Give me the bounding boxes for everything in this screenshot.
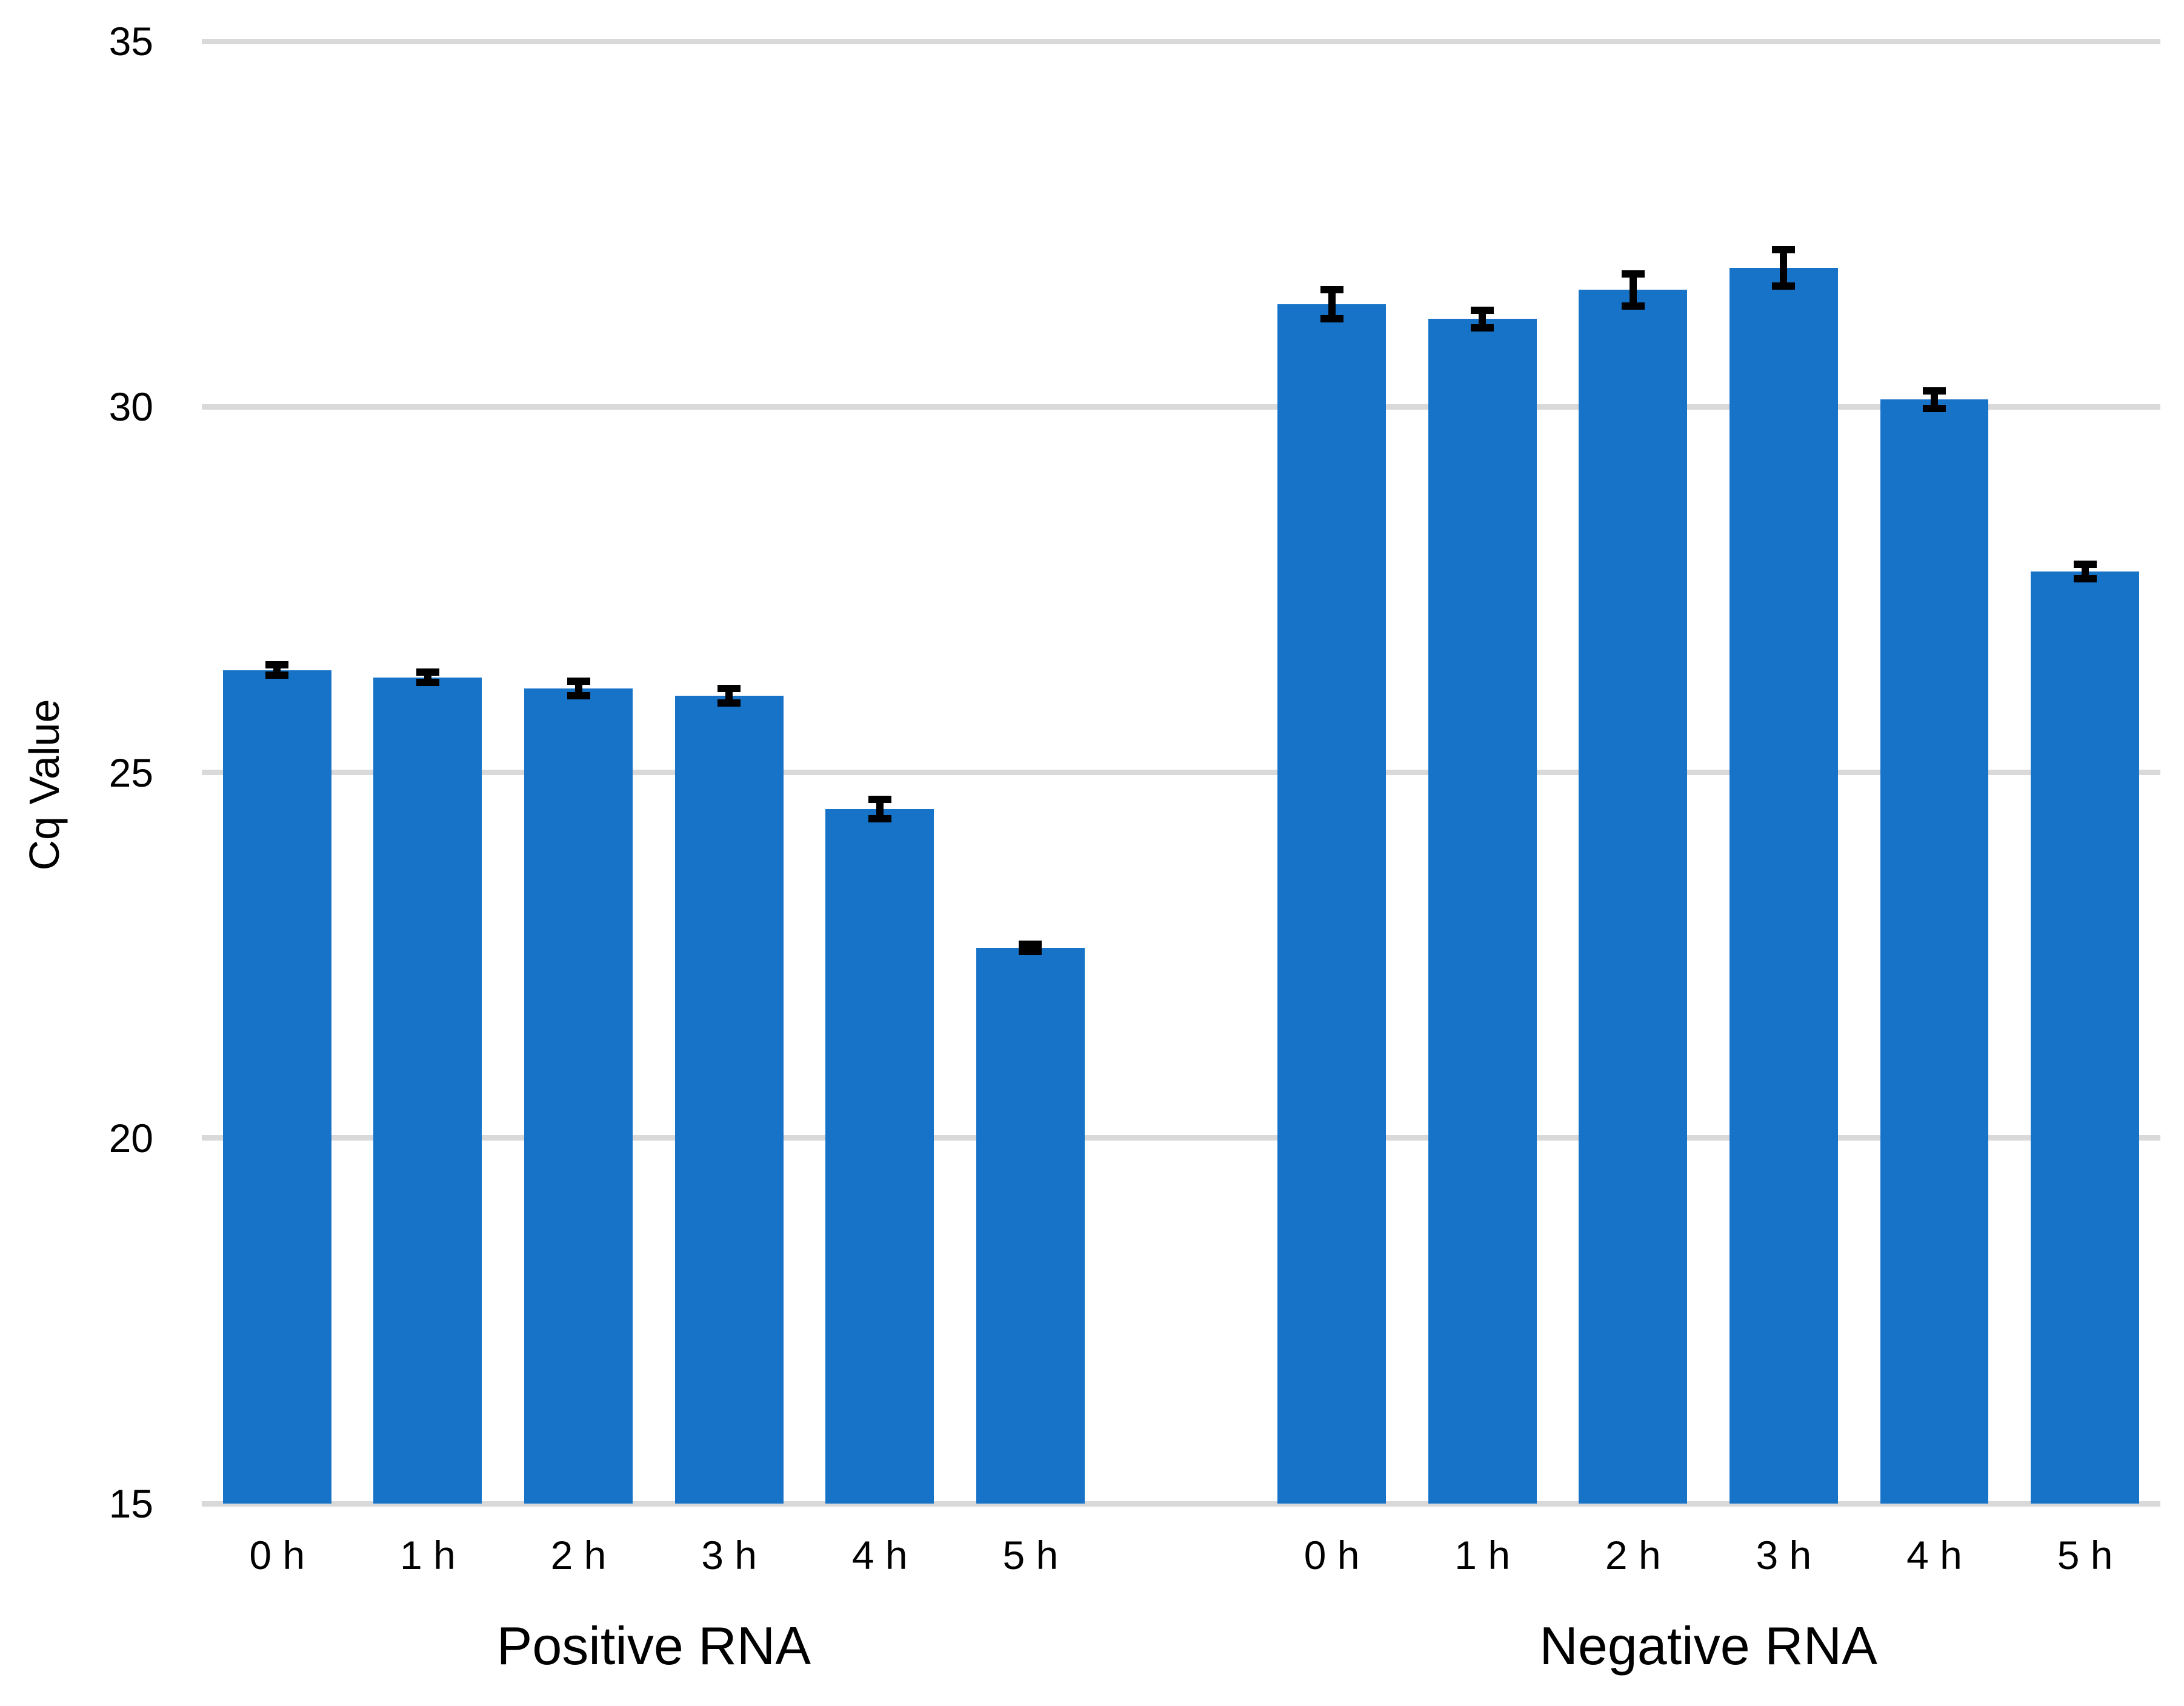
error-bar-line [273,668,281,672]
error-bar [265,661,289,679]
error-bar-line [1328,293,1336,316]
error-bar-cap [1019,941,1042,948]
x-tick-label: 1 h [1454,1533,1511,1578]
error-bar-cap [1621,270,1645,278]
gridline [202,770,2160,775]
error-bar-cap [265,661,289,669]
bar [2031,571,2140,1504]
x-tick-label: 2 h [1605,1533,1661,1578]
bar-slot: 0 h [1256,41,1407,1575]
error-bar-line [1479,314,1487,324]
x-tick-label: 5 h [1002,1533,1059,1578]
plot-area: 0 h 1 h 2 h 3 h 4 h 5 h 0 h 1 h 2 h 3 h 4 h 5 h [202,38,2160,1575]
error-bar-cap [567,691,590,699]
x-tick-label: 3 h [1756,1533,1812,1578]
y-tick-label: 35 [108,19,153,64]
error-bar [416,668,439,687]
bar [222,670,331,1504]
bar [373,677,482,1504]
error-bar-cap [1923,404,1946,412]
x-tick-label: 0 h [1303,1533,1360,1578]
bar [1579,290,1688,1504]
group-title: Positive RNA [496,1616,811,1676]
bar-slot: 3 h [654,41,805,1575]
bar [674,695,784,1504]
error-bar [1923,387,1946,412]
error-bar-line [1629,277,1637,302]
error-bar [868,796,891,822]
x-axis-line [202,1501,2160,1507]
y-tick-label: 15 [108,1481,153,1526]
error-bar-cap [868,796,891,804]
error-bar-line [574,684,582,692]
y-tick-label: 20 [108,1115,153,1161]
group-title: Negative RNA [1539,1616,1877,1676]
error-bar-line [1780,253,1788,283]
bar-slot: 1 h [1407,41,1558,1575]
error-bar [567,677,590,699]
error-bar-cap [1019,948,1042,956]
bar-slot: 1 h [353,41,504,1575]
error-bar [1320,286,1343,323]
error-bar-line [424,676,431,679]
error-bar [1772,245,1796,290]
error-bar [717,684,741,707]
error-bar-cap [1320,315,1343,323]
error-bar [2073,560,2097,582]
bar-slot: 5 h [955,41,1106,1575]
gridline [202,38,2160,44]
bar-slot: 4 h [804,41,955,1575]
bar-slot: 5 h [2009,41,2160,1575]
x-tick-label: 4 h [1906,1533,1962,1578]
error-bar-cap [1772,245,1796,253]
error-bar-cap [416,679,439,687]
error-bar-cap [567,677,590,685]
gridline [202,404,2160,410]
error-bar-cap [1320,286,1343,294]
bar-slot: 3 h [1708,41,1859,1575]
error-bar-cap [2073,575,2097,582]
error-bar-line [725,691,733,699]
x-tick-label: 5 h [2057,1533,2113,1578]
error-bar-cap [1772,282,1796,290]
bar [825,808,934,1504]
error-bar-cap [2073,560,2097,568]
bar-slots: 0 h 1 h 2 h 3 h 4 h 5 h 0 h 1 h 2 h 3 h 4 h 5 h [202,41,2160,1575]
y-tick-label: 25 [108,750,153,795]
x-tick-label: 0 h [249,1533,305,1578]
x-tick-label: 4 h [851,1533,908,1578]
error-bar-line [876,803,884,815]
bar-slot: 0 h [202,41,353,1575]
error-bar [1471,307,1494,332]
error-bar-cap [1923,387,1946,395]
group-spacer [1106,41,1257,1504]
x-tick-label: 3 h [701,1533,757,1578]
error-bar-cap [1621,302,1645,310]
error-bar-cap [1471,307,1494,314]
y-tick-label: 30 [108,384,153,430]
error-bar-line [1931,394,1938,405]
bar-slot: 4 h [1859,41,2010,1575]
bar [1880,399,1989,1504]
error-bar-cap [717,699,741,707]
x-tick-label: 2 h [550,1533,607,1578]
bar [524,688,633,1504]
error-bar-line [2081,567,2089,575]
error-bar [1019,941,1042,956]
bar [1277,304,1387,1504]
bar [1729,268,1838,1504]
x-tick-label: 1 h [400,1533,456,1578]
error-bar-cap [1471,324,1494,332]
bar [976,948,1085,1504]
gridline [202,1135,2160,1141]
bar [1428,319,1537,1504]
error-bar-cap [416,668,439,676]
bar-slot: 2 h [503,41,654,1575]
error-bar-cap [265,671,289,679]
error-bar-cap [717,684,741,692]
error-bar [1621,270,1645,310]
bar-slot: 2 h [1557,41,1708,1575]
error-bar-cap [868,815,891,822]
